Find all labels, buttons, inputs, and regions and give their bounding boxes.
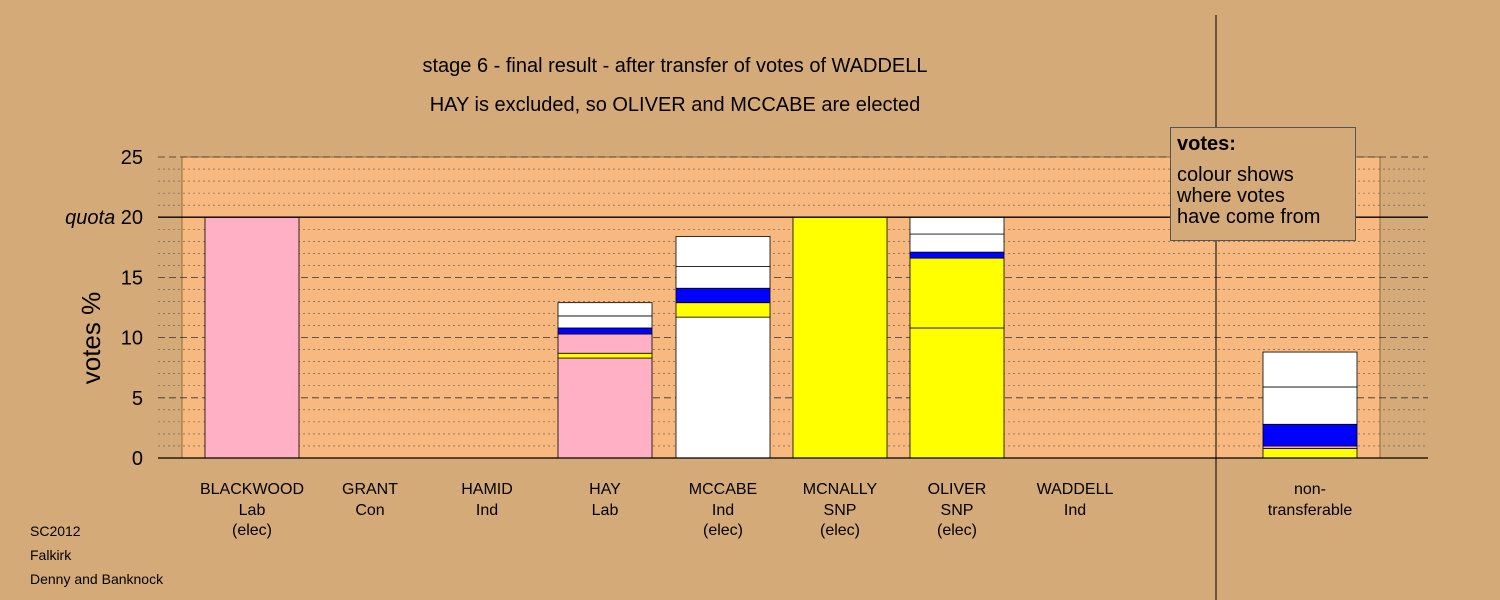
bar-segment [675,266,771,289]
bar-segment [909,251,1005,259]
bar-segment [1262,386,1358,425]
legend-line: have come from [1177,206,1321,228]
candidate-party: Ind [712,502,734,519]
bar-segment [675,236,771,267]
bar-segment [1262,351,1358,388]
candidate-party: Ind [1064,502,1086,519]
candidate-party: SNP [824,502,857,519]
candidate-party: Lab [592,502,619,519]
bar-segment [909,327,1005,459]
y-tick-label: 0 [132,448,143,470]
y-tick-label: 5 [132,388,143,410]
candidate-name: MCCABE [689,481,757,498]
y-axis-label: votes % [76,292,106,385]
legend: votes: colour shows where votes have com… [1170,127,1356,241]
bar-segment [909,257,1005,329]
candidate-status: (elec) [820,522,860,539]
bar-segment [204,216,300,459]
candidate-name: OLIVER [928,481,987,498]
candidate-party: Lab [239,502,266,519]
bar-segment [557,302,653,317]
quota-tick-label: quota 20 [65,207,143,229]
bar-segment [909,233,1005,253]
candidate-party: transferable [1268,502,1353,519]
bar-segment [557,333,653,354]
chart-subtitle: HAY is excluded, so OLIVER and MCCABE ar… [430,94,921,116]
legend-line: colour shows [1177,164,1294,186]
candidate-name: WADDELL [1037,481,1114,498]
bar-segment [792,216,888,459]
bar-segment [557,315,653,329]
legend-heading: votes: [1177,133,1236,155]
candidate-party: Ind [476,502,498,519]
candidate-name: MCNALLY [803,481,878,498]
axis: BLACKWOOD Lab (elec) GRANT Con HAMID Ind HAY Lab… [65,147,1428,539]
bar-segment [557,327,653,335]
candidate-party: SNP [941,502,974,519]
bar-segment [557,352,653,359]
candidate-name: GRANT [342,481,398,498]
candidate-name: HAY [589,481,621,498]
candidate-name: HAMID [461,481,513,498]
bar-segment [675,302,771,318]
bar-segment [909,216,1005,235]
candidate-name: non- [1294,481,1326,498]
footer-council: Falkirk [30,547,72,563]
bar-segment [675,287,771,304]
candidate-status: (elec) [937,522,977,539]
footer-code: SC2012 [30,523,81,539]
candidate-status: (elec) [232,522,272,539]
bar-segment [1262,447,1358,459]
y-tick-label: 10 [121,328,143,350]
bars [204,216,1358,459]
y-tick-label: 25 [121,147,143,169]
candidate-name: BLACKWOOD [200,481,304,498]
y-tick-label: 15 [121,267,143,289]
chart-title: stage 6 - final result - after transfer … [422,55,927,77]
legend-line: where votes [1177,185,1285,207]
bar-segment [1262,423,1358,447]
candidate-party: Con [355,502,384,519]
bar-segment [557,357,653,459]
footer-ward: Denny and Banknock [30,571,164,587]
bar-segment [675,316,771,459]
candidate-status: (elec) [703,522,743,539]
